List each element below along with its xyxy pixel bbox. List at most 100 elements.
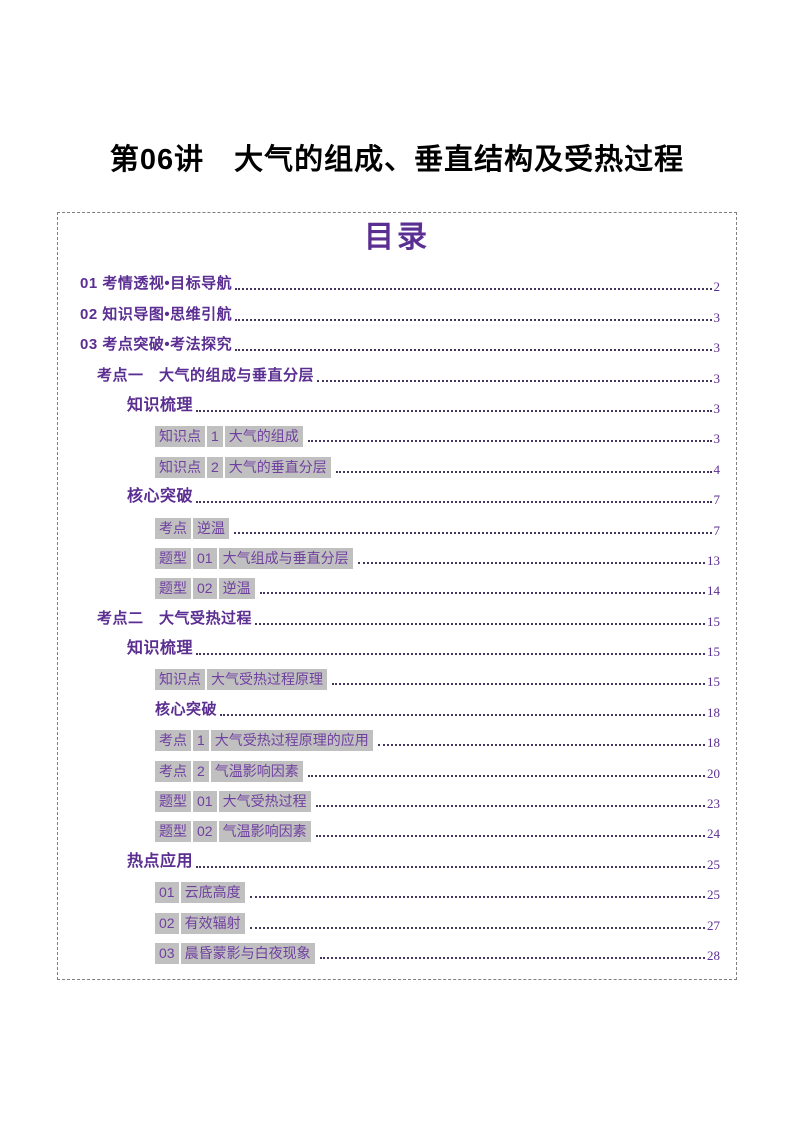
toc-page-number: 15	[707, 613, 720, 629]
toc-page-number: 25	[707, 887, 720, 903]
toc-page-number: 3	[713, 431, 721, 447]
toc-highlight-segment: 1	[207, 426, 223, 448]
toc-page-number: 2	[713, 279, 721, 295]
toc-leader-dots	[319, 956, 705, 959]
toc-page-number: 3	[713, 400, 721, 416]
toc-row-label: 题型 02 气温影响因素	[155, 821, 313, 844]
toc-highlight-segment: 晨昏蒙影与白夜现象	[180, 942, 315, 964]
toc-row[interactable]: 题型 02 逆温 14	[58, 571, 736, 601]
toc-page-number: 3	[713, 309, 721, 325]
toc-highlight-segment: 大气受热过程原理的应用	[210, 730, 373, 752]
toc-page-number: 7	[713, 492, 721, 508]
toc-row-label: 03 考点突破•考法探究	[80, 336, 233, 354]
toc-highlight-segment: 题型	[155, 791, 191, 813]
toc-row[interactable]: 考点 逆温 7	[58, 510, 736, 540]
toc-leader-dots	[307, 774, 705, 777]
toc-rows: 01 考情透视•目标导航 2 02 知识导图•思维引航 3 03 考点突破•考法…	[58, 267, 736, 966]
toc-page-number: 28	[707, 947, 720, 963]
toc-page-number: 23	[707, 796, 720, 812]
toc-row[interactable]: 知识点 1 大气的组成 3	[58, 419, 736, 449]
toc-page-number: 20	[707, 765, 720, 781]
toc-leader-dots	[234, 531, 712, 534]
toc-page-number: 18	[707, 704, 720, 720]
toc-highlight-segment: 02	[155, 912, 179, 934]
toc-row[interactable]: 考点一 大气的组成与垂直分层 3	[58, 358, 736, 388]
toc-row[interactable]: 02 知识导图•思维引航 3	[58, 297, 736, 327]
toc-row-label: 核心突破	[155, 700, 218, 718]
toc-leader-dots	[196, 409, 712, 412]
toc-row-label: 考点 2 气温影响因素	[155, 760, 305, 784]
toc-leader-dots	[235, 318, 712, 321]
toc-leader-dots	[315, 835, 705, 838]
toc-row[interactable]: 热点应用 25	[58, 844, 736, 874]
toc-row-label: 02 有效辐射	[155, 912, 247, 936]
toc-row-label: 考点 逆温	[155, 517, 231, 541]
toc-leader-dots	[235, 288, 712, 291]
toc-leader-dots	[357, 561, 705, 564]
toc-row-label: 02 知识导图•思维引航	[80, 305, 233, 323]
toc-highlight-segment: 01	[193, 547, 217, 569]
toc-row[interactable]: 考点二 大气受热过程 15	[58, 601, 736, 631]
toc-leader-dots	[377, 744, 705, 747]
toc-highlight-segment: 2	[193, 760, 209, 782]
toc-row[interactable]: 知识点 2 大气的垂直分层 4	[58, 449, 736, 479]
toc-row[interactable]: 03 晨昏蒙影与白夜现象 28	[58, 936, 736, 966]
toc-row[interactable]: 03 考点突破•考法探究 3	[58, 328, 736, 358]
toc-row[interactable]: 题型 02 气温影响因素 24	[58, 814, 736, 844]
toc-highlight-segment: 有效辐射	[180, 912, 245, 934]
toc-row[interactable]: 题型 01 大气组成与垂直分层 13	[58, 541, 736, 571]
toc-row[interactable]: 知识点 大气受热过程原理 15	[58, 662, 736, 692]
toc-highlight-segment: 1	[193, 730, 209, 752]
toc-highlight-segment: 题型	[155, 547, 191, 569]
toc-row-label: 考点二 大气受热过程	[97, 609, 253, 627]
toc-row[interactable]: 知识梳理 15	[58, 632, 736, 662]
page-title: 第06讲 大气的组成、垂直结构及受热过程	[109, 144, 685, 176]
toc-page-number: 15	[707, 644, 720, 660]
toc-row[interactable]: 题型 01 大气受热过程 23	[58, 784, 736, 814]
toc-page-number: 7	[713, 522, 721, 538]
toc-leader-dots	[335, 470, 712, 473]
toc-heading: 目录	[364, 221, 430, 254]
toc-page-number: 15	[707, 674, 720, 690]
toc-row-label: 题型 01 大气受热过程	[155, 791, 313, 814]
toc-row[interactable]: 考点 2 气温影响因素 20	[58, 753, 736, 783]
toc-row[interactable]: 01 考情透视•目标导航 2	[58, 267, 736, 297]
toc-row[interactable]: 考点 1 大气受热过程原理的应用 18	[58, 723, 736, 753]
toc-page-number: 14	[707, 583, 720, 599]
toc-highlight-segment: 2	[207, 456, 223, 478]
toc-page-number: 3	[713, 370, 721, 386]
toc-highlight-segment: 云底高度	[180, 882, 245, 904]
toc-row[interactable]: 核心突破 18	[58, 692, 736, 722]
toc-leader-dots	[255, 622, 705, 625]
toc-row[interactable]: 核心突破 7	[58, 480, 736, 510]
toc-highlight-segment: 知识点	[155, 669, 205, 691]
toc-leader-dots	[332, 683, 705, 686]
toc-highlight-segment: 大气受热过程原理	[207, 669, 327, 691]
toc-row-label: 考点一 大气的组成与垂直分层	[97, 366, 315, 384]
toc-highlight-segment: 题型	[155, 578, 191, 600]
toc-leader-dots	[196, 501, 712, 504]
toc-row-label: 知识点 大气受热过程原理	[155, 669, 329, 692]
toc-row[interactable]: 01 云底高度 25	[58, 875, 736, 905]
toc-row-label: 知识梳理	[127, 640, 194, 658]
toc-highlight-segment: 02	[193, 578, 217, 600]
toc-highlight-segment: 大气受热过程	[218, 791, 311, 813]
toc-page-number: 24	[707, 826, 720, 842]
toc-leader-dots	[249, 926, 705, 929]
toc-highlight-segment: 知识点	[155, 456, 205, 478]
toc-leader-dots	[249, 896, 705, 899]
toc-page-number: 13	[707, 552, 720, 568]
toc-row-label: 核心突破	[127, 488, 194, 506]
toc-leader-dots	[220, 713, 705, 716]
toc-row-label: 知识点 2 大气的垂直分层	[155, 456, 333, 480]
toc-highlight-segment: 题型	[155, 821, 191, 843]
toc-page-number: 25	[707, 856, 720, 872]
toc-row[interactable]: 知识梳理 3	[58, 389, 736, 419]
toc-row-label: 01 考情透视•目标导航	[80, 275, 233, 293]
toc-row-label: 考点 1 大气受热过程原理的应用	[155, 730, 375, 753]
toc-highlight-segment: 考点	[155, 517, 191, 539]
toc-row[interactable]: 02 有效辐射 27	[58, 905, 736, 935]
toc-highlight-segment: 03	[155, 942, 179, 964]
toc-highlight-segment: 逆温	[193, 517, 229, 539]
toc-highlight-segment: 01	[193, 791, 217, 813]
